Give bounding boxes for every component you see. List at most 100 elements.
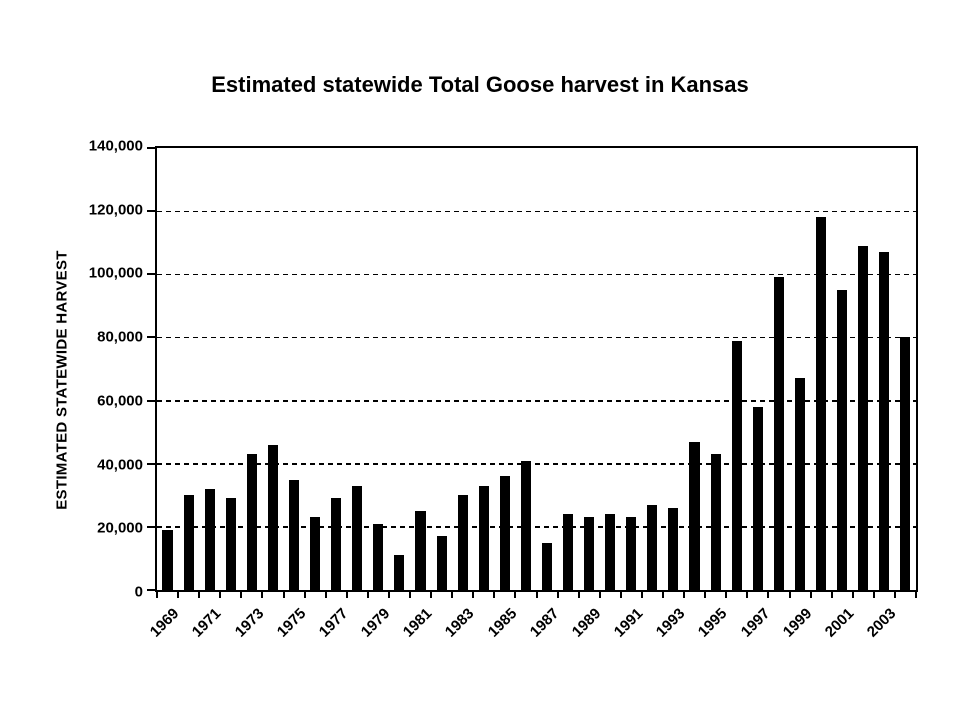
x-tick [788,592,791,598]
bar-slot-1980 [389,148,410,590]
x-tick [683,592,686,598]
bar-1982 [436,536,447,590]
x-tick-label-1969: 1969 [146,605,183,641]
bar-slot-1991 [621,148,642,590]
bar-slot-2004 [895,148,916,590]
x-tick-label-1997: 1997 [737,605,773,641]
bar-slot-1985 [494,148,515,590]
bar-2002 [858,245,869,590]
bar-1998 [773,277,784,590]
x-tick [493,592,496,598]
bar-1991 [626,517,637,590]
bar-slot-2002 [853,148,874,590]
x-tick-label-1985: 1985 [484,605,520,641]
bar-slot-1981 [410,148,431,590]
bar-slot-1988 [557,148,578,590]
x-tick [830,592,833,598]
bar-slot-1976 [305,148,326,590]
x-tick [219,592,222,598]
y-tick [147,336,155,339]
y-tick-label-20000: 20,000 [97,519,143,537]
bar-1980 [394,555,405,590]
bar-slot-1996 [726,148,747,590]
bar-slot-1992 [642,148,663,590]
bar-slot-1987 [536,148,557,590]
bar-1973 [246,454,257,590]
gridline-100000 [157,273,916,276]
bar-1997 [752,406,763,590]
x-tick [640,592,643,598]
bar-1988 [562,514,574,590]
bar-slot-1977 [326,148,347,590]
gridline-40000 [157,463,916,465]
bar-slot-2001 [832,148,853,590]
y-tick [147,210,155,213]
bar-1995 [710,454,721,590]
bar-1981 [415,511,426,590]
y-tick [147,525,155,528]
y-tick-label-140000: 140,000 [88,137,143,155]
chart-title: Estimated statewide Total Goose harvest … [211,72,749,97]
bar-1975 [288,479,300,590]
x-tick [198,592,201,598]
bar-slot-1982 [431,148,452,590]
bar-2001 [836,290,848,590]
bar-1983 [457,495,468,590]
bar-1976 [310,517,321,590]
x-tick [282,592,285,598]
bar-1986 [520,460,531,590]
y-tick [147,273,155,276]
x-tick [662,592,664,598]
bar-slot-1983 [452,148,473,590]
bar-1987 [541,542,552,590]
x-axis-labels: 1969 1971 1973 1975 1977 1979 1981 1983 1985 1987… [147,603,916,673]
bar-1974 [267,444,278,590]
bar-slot-1975 [283,148,304,590]
bars-layer [157,148,916,590]
x-tick-label-2003: 2003 [863,605,900,641]
x-tick-label-1999: 1999 [779,605,816,641]
x-tick-label-1993: 1993 [652,605,689,641]
y-tick-label-100000: 100,000 [88,264,143,282]
x-tick [746,592,749,598]
y-axis-labels: 0 20,000 40,000 60,000 80,000 100,000 120,000 1… [0,138,143,601]
plot-area [147,146,918,592]
y-tick-label-40000: 40,000 [97,456,143,474]
x-tick [451,592,454,598]
y-tick [147,589,155,591]
x-tick [851,592,854,598]
x-tick [809,592,812,598]
bar-1989 [584,517,595,590]
x-tick-label-1981: 1981 [399,605,436,641]
x-tick [767,592,770,598]
x-tick [261,592,264,598]
bar-1996 [731,340,742,590]
x-tick [704,592,707,598]
bar-slot-1986 [515,148,536,590]
x-tick [430,592,433,598]
x-tick-label-1975: 1975 [273,605,310,641]
x-tick [598,592,601,598]
bar-slot-1997 [747,148,768,590]
bar-1984 [478,485,489,590]
x-tick [240,592,243,598]
x-tick [345,592,348,598]
bar-slot-1973 [241,148,262,590]
gridline-60000 [157,400,916,402]
bar-1985 [499,476,510,590]
x-tick [577,592,580,598]
x-tick [303,592,306,598]
x-tick [556,592,559,598]
bar-slot-1993 [663,148,684,590]
x-ticks [156,592,917,598]
x-tick-label-1973: 1973 [231,605,267,641]
bar-slot-1979 [368,148,389,590]
bar-1978 [352,485,363,590]
bar-slot-1974 [262,148,283,590]
x-tick-label-1995: 1995 [695,605,731,641]
x-tick [872,592,875,598]
x-tick-label-1987: 1987 [526,605,563,641]
bar-slot-1989 [579,148,600,590]
gridline-120000 [157,210,916,213]
